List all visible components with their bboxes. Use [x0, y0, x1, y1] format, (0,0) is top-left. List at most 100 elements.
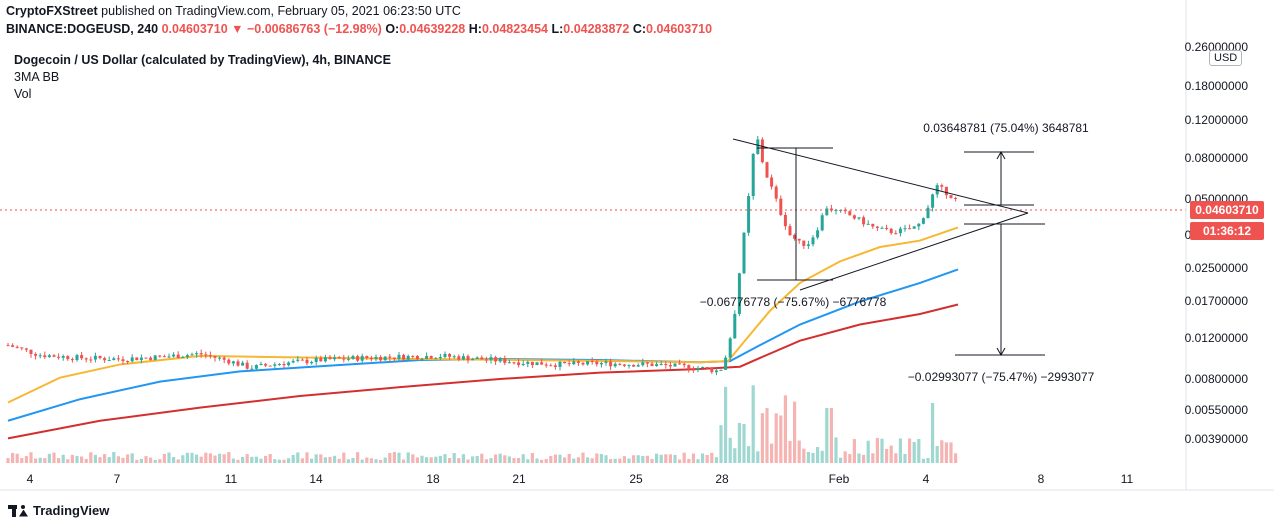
volume-bar [558, 454, 562, 463]
candle-body [291, 360, 295, 363]
candle-body [710, 368, 714, 373]
volume-bar [889, 445, 893, 463]
volume-bar [553, 454, 557, 463]
volume-bar [760, 413, 764, 463]
candle-body [875, 226, 879, 229]
candle-body [277, 363, 281, 365]
candle-body [645, 362, 649, 364]
volume-bar [806, 452, 810, 463]
volume-bar [305, 452, 309, 463]
candle-body [512, 362, 516, 364]
moving-average-lines [7, 226, 959, 440]
volume-bar [268, 454, 272, 463]
candle-body [38, 355, 42, 357]
publisher-name[interactable]: CryptoFXStreet [6, 4, 98, 18]
candle-body [93, 355, 97, 360]
candle-body [770, 177, 774, 187]
candle-body [880, 227, 884, 229]
volume-bar [816, 447, 820, 463]
volume-bar [944, 442, 948, 463]
candle-body [908, 228, 912, 230]
candle-body [379, 357, 383, 361]
candle-body [287, 362, 291, 366]
volume-bar [406, 452, 410, 463]
candle-body [250, 368, 254, 370]
price-tick-label: 0.18000000 [1185, 79, 1249, 93]
volume-label[interactable]: Vol [14, 87, 32, 101]
candle-body [231, 361, 235, 364]
volume-bar [737, 422, 741, 463]
volume-bar [218, 453, 222, 463]
volume-bar [489, 458, 493, 463]
candle-body [66, 356, 70, 360]
candle-body [47, 355, 51, 358]
candle-body [852, 215, 856, 219]
candle-body [397, 354, 401, 359]
candlesticks [6, 135, 958, 376]
volume-bar [167, 452, 171, 463]
indicator-label[interactable]: 3MA BB [14, 70, 60, 84]
candle-body [940, 185, 944, 187]
candle-body [388, 356, 392, 358]
price-tick-label: 0.12000000 [1185, 113, 1249, 127]
candle-body [530, 361, 534, 366]
candle-body [553, 365, 557, 367]
volume-bar [434, 456, 438, 463]
volume-bar [397, 452, 401, 463]
volume-bar [507, 456, 511, 463]
close-value: 0.04603710 [646, 22, 713, 36]
candle-body [314, 357, 318, 363]
volume-bar [632, 455, 636, 463]
candle-body [636, 365, 640, 367]
volume-bar [70, 454, 74, 463]
volume-bar [530, 453, 534, 463]
tradingview-logo[interactable]: TradingView [8, 503, 109, 518]
target-up-arrow [996, 150, 1006, 160]
volume-bar [701, 453, 705, 463]
volume-bar [34, 458, 38, 463]
candle-body [889, 228, 893, 234]
candle-body [365, 356, 369, 358]
candle-body [765, 162, 769, 178]
candle-body [383, 356, 387, 361]
volume-bar [300, 458, 304, 463]
volume-bar [443, 454, 447, 463]
volume-bar [452, 453, 456, 463]
candle-body [34, 354, 38, 356]
volume-bar [333, 455, 337, 463]
candle-body [728, 338, 732, 358]
triangle-lower-line [799, 212, 1029, 291]
currency-badge[interactable]: USD [1209, 50, 1243, 66]
volume-bar [871, 453, 875, 463]
candle-body [218, 357, 222, 359]
candle-body [687, 365, 691, 370]
volume-bar [15, 453, 19, 463]
price-tick-label: 0.00800000 [1185, 372, 1249, 386]
volume-bar [655, 453, 659, 463]
candle-body [176, 354, 180, 358]
candle-body [788, 226, 792, 235]
symbol-label: BINANCE:DOGEUSD, 240 [6, 22, 159, 36]
candle-body [107, 360, 111, 362]
candle-body [701, 366, 705, 368]
candle-body [351, 356, 355, 359]
volume-bar [475, 456, 479, 463]
volume-bar [848, 454, 852, 463]
volume-bar [733, 448, 737, 463]
candle-body [452, 356, 456, 358]
volume-bar [521, 454, 525, 463]
volume-bar [664, 454, 668, 463]
candle-body [282, 363, 286, 366]
candle-body [319, 357, 323, 362]
candle-body [954, 197, 958, 199]
volume-bar [461, 454, 465, 463]
candle-body [356, 356, 360, 361]
volume-bar [310, 458, 314, 463]
time-tick-label: 4 [27, 472, 34, 486]
candle-body [204, 354, 208, 356]
candle-body [415, 355, 419, 360]
candle-body [894, 233, 898, 235]
candle-body [273, 364, 277, 366]
chart-title[interactable]: Dogecoin / US Dollar (calculated by Trad… [14, 53, 391, 67]
